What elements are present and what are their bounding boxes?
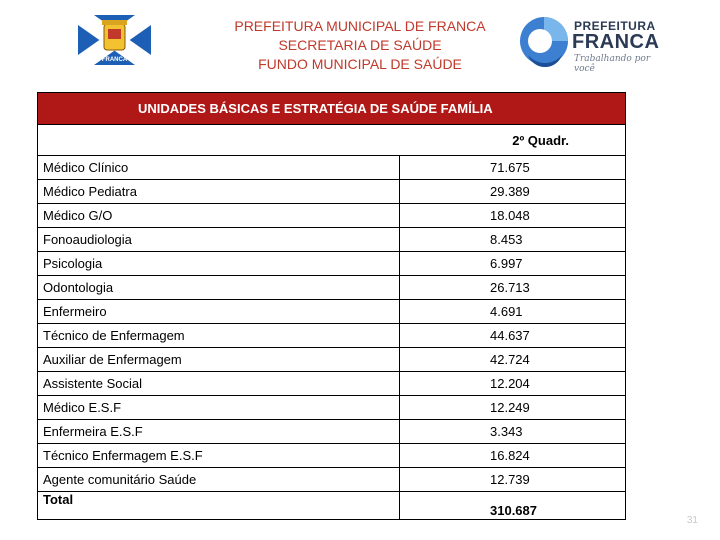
logo-word-prefeitura: PREFEITURA [574,19,656,33]
page-number: 31 [686,515,698,526]
row-label: Médico E.S.F [37,395,400,420]
total-label: Total [37,491,400,520]
row-value: 26.713 [399,275,626,300]
period-header: 2º Quadr. [37,124,626,156]
table-row: Psicologia 6.997 [37,251,626,276]
row-value: 16.824 [399,443,626,468]
row-label: Técnico de Enfermagem [37,323,400,348]
row-label: Médico G/O [37,203,400,228]
row-label: Médico Clínico [37,155,400,180]
header-line-2: SECRETARIA DE SAÚDE [278,37,442,53]
table-row: Enfermeira E.S.F 3.343 [37,419,626,444]
table-period-row: 2º Quadr. [37,124,626,156]
services-table: UNIDADES BÁSICAS E ESTRATÉGIA DE SAÚDE F… [37,92,626,520]
row-value: 8.453 [399,227,626,252]
table-row: Técnico de Enfermagem 44.637 [37,323,626,348]
flag-caption: FRANCA [102,57,128,63]
table-row: Odontologia 26.713 [37,275,626,300]
row-label: Odontologia [37,275,400,300]
table-row: Médico E.S.F 12.249 [37,395,626,420]
row-label: Psicologia [37,251,400,276]
header-line-3: FUNDO MUNICIPAL DE SAÚDE [258,56,462,72]
row-label: Enfermeiro [37,299,400,324]
total-value: 310.687 [399,491,626,520]
table-row: Enfermeiro 4.691 [37,299,626,324]
row-value: 12.204 [399,371,626,396]
table-row: Médico G/O 18.048 [37,203,626,228]
row-value: 6.997 [399,251,626,276]
row-value: 42.724 [399,347,626,372]
table-row: Auxiliar de Enfermagem 42.724 [37,347,626,372]
row-value: 12.249 [399,395,626,420]
coat-of-arms-icon: FRANCA [78,15,151,65]
row-label: Enfermeira E.S.F [37,419,400,444]
table-row: Assistente Social 12.204 [37,371,626,396]
row-label: Fonoaudiologia [37,227,400,252]
row-value: 12.739 [399,467,626,492]
table-title: UNIDADES BÁSICAS E ESTRATÉGIA DE SAÚDE F… [37,92,626,125]
header-line-1: PREFEITURA MUNICIPAL DE FRANCA [234,18,486,34]
logo-word-franca: FRANCA [572,31,660,53]
row-value: 44.637 [399,323,626,348]
row-label: Agente comunitário Saúde [37,467,400,492]
table-row: Médico Clínico 71.675 [37,155,626,180]
page-header: PREFEITURA MUNICIPAL DE FRANCA SECRETARI… [200,17,520,74]
table-row: Técnico Enfermagem E.S.F 16.824 [37,443,626,468]
row-label: Assistente Social [37,371,400,396]
prefeitura-franca-logo: PREFEITURA FRANCA Trabalhando por você [518,13,668,74]
row-label: Auxiliar de Enfermagem [37,347,400,372]
swirl-logo-icon [520,17,568,67]
row-value: 3.343 [399,419,626,444]
total-row: Total 310.687 [37,491,626,520]
city-flag-logo: FRANCA [78,15,151,65]
table-row: Médico Pediatra 29.389 [37,179,626,204]
row-label: Técnico Enfermagem E.S.F [37,443,400,468]
logo-tagline: Trabalhando por você [574,54,651,74]
row-value: 71.675 [399,155,626,180]
table-title-row: UNIDADES BÁSICAS E ESTRATÉGIA DE SAÚDE F… [37,92,626,125]
row-value: 4.691 [399,299,626,324]
table-row: Fonoaudiologia 8.453 [37,227,626,252]
row-value: 18.048 [399,203,626,228]
table-row: Agente comunitário Saúde 12.739 [37,467,626,492]
row-label: Médico Pediatra [37,179,400,204]
row-value: 29.389 [399,179,626,204]
